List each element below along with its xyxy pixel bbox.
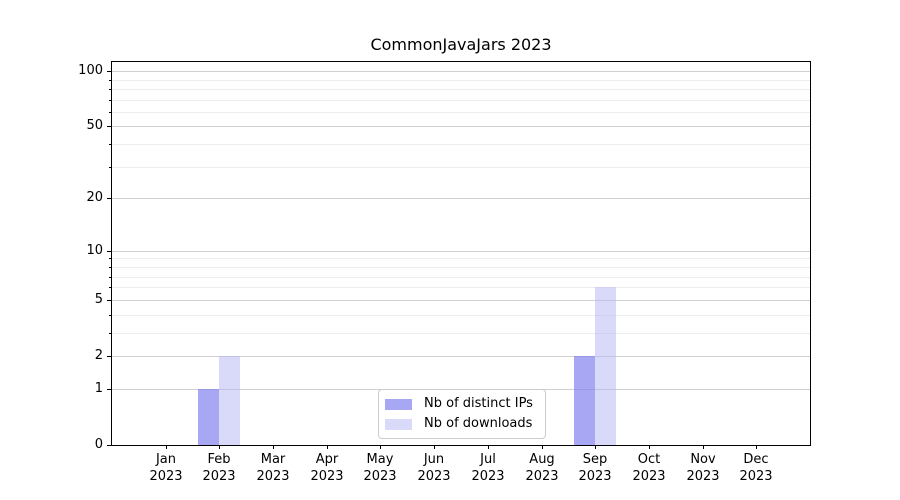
gridline-minor-7 [112, 277, 810, 278]
x-tick-label-may-2023: May 2023 [363, 452, 397, 484]
y-tick-minor-3 [109, 333, 111, 334]
x-tick-label-feb-2023: Feb 2023 [202, 452, 236, 484]
y-tick-label-10: 10 [86, 243, 103, 258]
y-tick-minor-40 [109, 144, 111, 145]
x-tick-label-jan-2023: Jan 2023 [149, 452, 183, 484]
x-tick-may-2023 [380, 445, 381, 449]
x-tick-label-aug-2023: Aug 2023 [525, 452, 559, 484]
gridline-minor-60 [112, 112, 810, 113]
y-tick-minor-9 [109, 258, 111, 259]
y-tick-minor-70 [109, 100, 111, 101]
x-tick-sep-2023 [595, 445, 596, 449]
gridline-minor-8 [112, 267, 810, 268]
gridline-minor-9 [112, 258, 810, 259]
gridline-major-5 [112, 300, 810, 301]
gridline-major-10 [112, 251, 810, 252]
x-tick-jan-2023 [166, 445, 167, 449]
x-tick-label-jun-2023: Jun 2023 [417, 452, 451, 484]
y-tick-minor-7 [109, 277, 111, 278]
gridline-major-20 [112, 198, 810, 199]
bar-nb-of-distinct-ips-sep-2023 [574, 356, 595, 445]
y-tick-minor-90 [109, 80, 111, 81]
x-tick-label-apr-2023: Apr 2023 [310, 452, 344, 484]
bar-nb-of-distinct-ips-feb-2023 [198, 389, 219, 445]
gridline-minor-70 [112, 100, 810, 101]
gridline-minor-3 [112, 333, 810, 334]
legend: Nb of distinct IPs Nb of downloads [378, 389, 546, 439]
y-tick-label-20: 20 [86, 190, 103, 205]
gridline-major-50 [112, 126, 810, 127]
x-tick-label-sep-2023: Sep 2023 [578, 452, 612, 484]
gridline-minor-90 [112, 80, 810, 81]
y-tick-minor-60 [109, 112, 111, 113]
legend-label-distinct-ips: Nb of distinct IPs [424, 396, 533, 411]
y-tick-minor-30 [109, 167, 111, 168]
y-tick-label-2: 2 [94, 348, 103, 363]
y-tick-10 [107, 251, 111, 252]
gridline-major-100 [112, 71, 810, 72]
x-tick-nov-2023 [703, 445, 704, 449]
y-tick-minor-8 [109, 267, 111, 268]
y-tick-minor-4 [109, 315, 111, 316]
gridline-minor-4 [112, 315, 810, 316]
y-tick-5 [107, 300, 111, 301]
x-tick-apr-2023 [327, 445, 328, 449]
y-tick-20 [107, 198, 111, 199]
y-tick-50 [107, 126, 111, 127]
x-tick-oct-2023 [649, 445, 650, 449]
x-tick-label-nov-2023: Nov 2023 [686, 452, 720, 484]
bar-nb-of-downloads-feb-2023 [219, 356, 240, 445]
y-tick-minor-80 [109, 89, 111, 90]
y-tick-minor-6 [109, 287, 111, 288]
x-tick-label-oct-2023: Oct 2023 [632, 452, 666, 484]
legend-item-distinct-ips: Nb of distinct IPs [379, 396, 545, 412]
bar-nb-of-downloads-sep-2023 [595, 287, 616, 445]
legend-swatch-downloads [385, 418, 412, 430]
gridline-minor-30 [112, 167, 810, 168]
gridline-minor-6 [112, 287, 810, 288]
y-tick-label-50: 50 [86, 118, 103, 133]
y-tick-0 [107, 445, 111, 446]
y-tick-label-5: 5 [94, 292, 103, 307]
y-tick-label-100: 100 [78, 63, 103, 78]
y-tick-label-1: 1 [94, 381, 103, 396]
y-tick-100 [107, 71, 111, 72]
plot-area: Nb of distinct IPs Nb of downloads [111, 61, 811, 446]
x-tick-jun-2023 [434, 445, 435, 449]
x-tick-feb-2023 [219, 445, 220, 449]
x-tick-mar-2023 [273, 445, 274, 449]
gridline-minor-40 [112, 144, 810, 145]
gridline-minor-80 [112, 89, 810, 90]
x-tick-label-dec-2023: Dec 2023 [739, 452, 773, 484]
legend-swatch-distinct-ips [385, 398, 412, 410]
gridline-major-2 [112, 356, 810, 357]
x-tick-jul-2023 [488, 445, 489, 449]
x-tick-aug-2023 [542, 445, 543, 449]
legend-label-downloads: Nb of downloads [424, 416, 533, 431]
y-tick-1 [107, 389, 111, 390]
x-tick-dec-2023 [756, 445, 757, 449]
legend-item-downloads: Nb of downloads [379, 416, 545, 432]
chart-title: CommonJavaJars 2023 [370, 35, 552, 54]
x-tick-label-jul-2023: Jul 2023 [471, 452, 505, 484]
x-tick-label-mar-2023: Mar 2023 [256, 452, 290, 484]
y-tick-label-0: 0 [94, 437, 103, 452]
y-tick-2 [107, 356, 111, 357]
